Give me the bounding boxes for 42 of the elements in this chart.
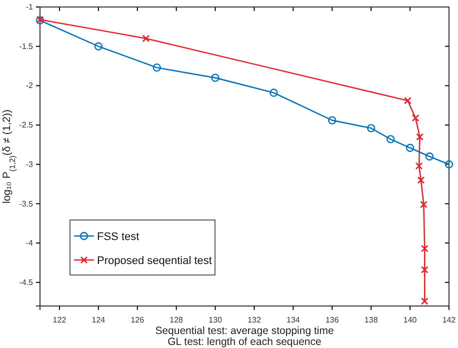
point [142, 34, 150, 42]
y-tick-label: -4 [26, 238, 34, 248]
x-tick-label: 126 [130, 316, 145, 325]
point [270, 88, 278, 97]
x-tick-label: 128 [170, 316, 184, 325]
point [417, 176, 425, 184]
x-tick-label: 136 [325, 316, 340, 325]
y-tick-label: -2 [26, 81, 34, 90]
point [152, 63, 161, 72]
point [420, 298, 428, 305]
point [406, 144, 414, 152]
point [420, 244, 428, 252]
point [412, 114, 420, 122]
point [94, 42, 103, 50]
y-tick-label: -3 [26, 160, 34, 169]
point [386, 135, 395, 144]
y-tick-label: -1 [26, 2, 34, 12]
point [366, 124, 376, 132]
point [425, 152, 434, 161]
x-tick-label: 122 [52, 316, 67, 325]
x-tick-label: 130 [208, 316, 223, 325]
point [416, 133, 424, 141]
x-tick-label: 140 [403, 316, 418, 325]
x-tick-label: 142 [442, 316, 456, 325]
y-tick-label: -2.5 [19, 120, 34, 130]
x-axis-title: Sequential test: average stopping time GL test: length of each sequence [155, 325, 334, 348]
point [328, 116, 336, 124]
legend-label: Proposed seqential test [97, 255, 212, 267]
point [404, 96, 412, 104]
point [415, 162, 423, 170]
x-tick-label: 134 [286, 316, 300, 325]
point [420, 200, 428, 208]
legend-label: FSS test [97, 231, 140, 243]
point [211, 74, 220, 82]
point [444, 160, 454, 168]
x-tick-label: 138 [364, 316, 378, 325]
y-tick-label: -1.5 [19, 42, 34, 51]
x-tick-label: 132 [248, 316, 262, 325]
y-tick-label: -3.5 [19, 199, 34, 208]
y-tick-label: -4.5 [19, 278, 34, 287]
x-tick-label: 124 [92, 316, 106, 325]
point [420, 266, 428, 274]
